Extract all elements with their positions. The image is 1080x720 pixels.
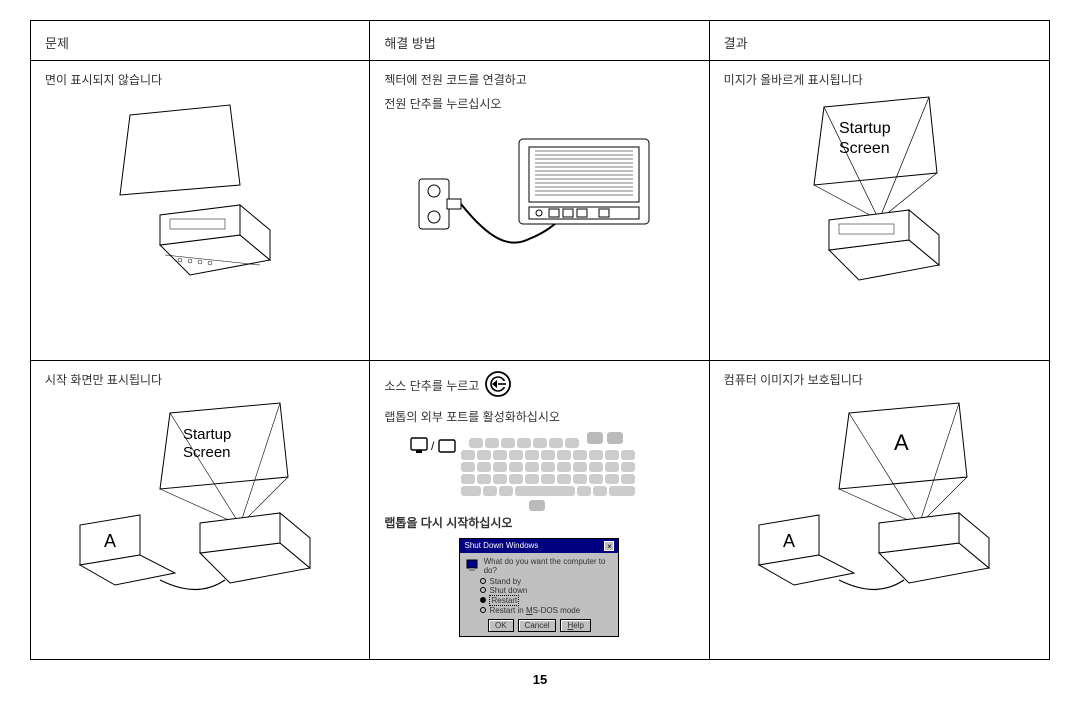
dialog-ok-button[interactable]: OK bbox=[488, 619, 514, 632]
illustration-blank-screen bbox=[45, 95, 355, 295]
solution-1-line2: 전원 단추를 누르십시오 bbox=[384, 95, 694, 113]
dialog-prompt: What do you want the computer to do? bbox=[484, 557, 613, 575]
dialog-title: Shut Down Windows bbox=[464, 541, 538, 551]
header-result: 결과 bbox=[710, 21, 1049, 60]
shutdown-dialog: Shut Down Windows × What do you want the… bbox=[459, 538, 619, 637]
svg-text:Startup: Startup bbox=[839, 120, 891, 137]
cell-problem-1: 면이 표시되지 않습니다 bbox=[31, 61, 370, 360]
table-row: 면이 표시되지 않습니다 bbox=[31, 61, 1049, 361]
solution-2-line3: 랩톱을 다시 시작하십시오 bbox=[384, 514, 694, 532]
header-solution: 해결 방법 bbox=[370, 21, 709, 60]
svg-text:Screen: Screen bbox=[183, 444, 231, 461]
dialog-opt-restart[interactable]: Restart bbox=[480, 595, 612, 606]
dialog-titlebar: Shut Down Windows × bbox=[460, 539, 618, 553]
cell-result-2: 컴퓨터 이미지가 보호됩니다 A bbox=[710, 361, 1049, 660]
svg-text:A: A bbox=[104, 531, 116, 551]
dialog-cancel-button[interactable]: Cancel bbox=[518, 619, 557, 632]
dialog-help-button[interactable]: Help bbox=[560, 619, 590, 632]
problem-2-text: 시작 화면만 표시됩니다 bbox=[45, 371, 355, 389]
dialog-buttons: OK Cancel Help bbox=[466, 619, 612, 632]
illustration-keyboard: / bbox=[384, 432, 694, 512]
svg-text:A: A bbox=[894, 430, 909, 455]
problem-1-text: 면이 표시되지 않습니다 bbox=[45, 71, 355, 89]
result-1-text: 미지가 올바르게 표시됩니다 bbox=[724, 71, 1035, 89]
solution-2-line2: 랩톱의 외부 포트를 활성화하십시오 bbox=[384, 408, 694, 426]
result-2-text: 컴퓨터 이미지가 보호됩니다 bbox=[724, 371, 1035, 389]
dialog-opt-shutdown[interactable]: Shut down bbox=[480, 586, 612, 595]
dialog-prompt-row: What do you want the computer to do? bbox=[466, 557, 612, 575]
illustration-power-plug bbox=[384, 119, 694, 279]
solution-2-line1: 소스 단추를 누르고 bbox=[384, 377, 479, 395]
header-problem: 문제 bbox=[31, 21, 370, 60]
dialog-body: What do you want the computer to do? Sta… bbox=[460, 553, 618, 636]
solution-2-line1-wrap: 소스 단추를 누르고 bbox=[384, 371, 694, 402]
dialog-opt-standby[interactable]: Stand by bbox=[480, 577, 612, 586]
page-number: 15 bbox=[533, 672, 547, 687]
cell-solution-2: 소스 단추를 누르고 랩톱의 외부 포트를 활성화하십시오 bbox=[370, 361, 709, 660]
illustration-startup-screen: Startup Screen bbox=[724, 95, 1035, 305]
table-header-row: 문제 해결 방법 결과 bbox=[31, 21, 1049, 61]
svg-text:/: / bbox=[431, 439, 435, 453]
table-body: 면이 표시되지 않습니다 bbox=[31, 61, 1049, 659]
troubleshooting-table: 문제 해결 방법 결과 면이 표시되지 않습니다 bbox=[30, 20, 1050, 660]
dialog-close-icon[interactable]: × bbox=[604, 541, 614, 551]
cell-solution-1: 젝터에 전원 코드를 연결하고 전원 단추를 누르십시오 bbox=[370, 61, 709, 360]
solution-1-line1: 젝터에 전원 코드를 연결하고 bbox=[384, 71, 694, 89]
svg-text:Screen: Screen bbox=[839, 140, 890, 157]
cell-problem-2: 시작 화면만 표시됩니다 Startup Screen bbox=[31, 361, 370, 660]
illustration-laptop-startup: Startup Screen bbox=[45, 395, 355, 625]
illustration-laptop-projected: A A bbox=[724, 395, 1035, 625]
source-button-icon bbox=[485, 371, 511, 402]
cell-result-1: 미지가 올바르게 표시됩니다 Startup Screen bbox=[710, 61, 1049, 360]
table-row: 시작 화면만 표시됩니다 Startup Screen bbox=[31, 361, 1049, 660]
svg-text:Startup: Startup bbox=[183, 426, 231, 443]
dialog-opt-msdos[interactable]: Restart in MS-DOS mode bbox=[480, 606, 612, 615]
svg-text:A: A bbox=[783, 531, 795, 551]
shutdown-icon bbox=[466, 559, 479, 573]
